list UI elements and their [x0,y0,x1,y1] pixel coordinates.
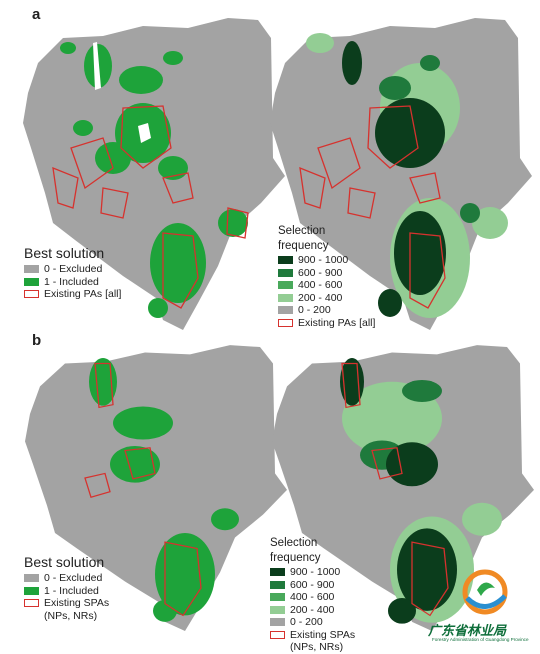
legend-item: 0 - Excluded [24,572,109,585]
legend-item: 400 - 600 [278,279,375,292]
legend-color-swatch [270,580,285,589]
legend-item-label: Existing SPAs [44,597,110,610]
legend-color-swatch [24,574,39,583]
legend-item-label: 200 - 400 [298,291,343,304]
legend-item: 0 - 200 [270,616,355,629]
legend-color-swatch [270,568,285,577]
legend-item-label: 600 - 900 [298,266,343,279]
legend-outline-swatch [270,630,285,639]
legend-outline-swatch [24,599,39,608]
legend-item: 0 - Excluded [24,263,121,276]
legend-title-line1: Selection [278,225,326,237]
legend-item: 600 - 900 [278,267,375,280]
legend-color-swatch [278,256,293,265]
legend-color-swatch [270,618,285,627]
legend-color-swatch [24,586,39,595]
legend-item-label: Existing SPAs [290,628,356,641]
legend-best-solution-b: Best solution 0 - Excluded 1 - Included Ex… [24,555,109,622]
legend-item-label: 1 - Included [44,275,99,288]
legend-item-label: (NPs, NRs) [44,609,98,622]
legend-color-swatch [24,265,39,274]
legend-color-swatch [278,306,293,315]
legend-outline-swatch [278,318,293,327]
best-solution-map-a [23,18,285,330]
legend-item: Existing SPAs [270,629,355,642]
legend-item: 400 - 600 [270,591,355,604]
best-solution-map-b [25,345,287,631]
legend-item: 0 - 200 [278,304,375,317]
legend-selection-frequency-b: Selection frequency 900 - 1000 600 - 900 4… [270,537,355,654]
legend-item-label: 0 - 200 [290,616,323,629]
legend-best-solution-a: Best solution 0 - Excluded 1 - Included Ex… [24,246,121,301]
legend-item: Existing SPAs [24,597,109,610]
legend-item: 200 - 400 [278,292,375,305]
legend-item-label: 400 - 600 [298,279,343,292]
legend-item-label: 0 - 200 [298,304,331,317]
legend-item-label: 900 - 1000 [290,566,341,579]
watermark-subtitle: Forestry Administration of Guangdong Pro… [432,637,529,642]
legend-item-label: 0 - Excluded [44,263,103,276]
legend-outline-swatch [24,290,39,299]
legend-item: Existing PAs [all] [278,317,375,330]
legend-item: 200 - 400 [270,604,355,617]
forestry-administration-logo [462,569,508,615]
legend-color-swatch [270,605,285,614]
panel-label-a: a [32,6,41,23]
legend-item: 1 - Included [24,585,109,598]
legend-item-label: 400 - 600 [290,591,335,604]
legend-item-label: Existing PAs [all] [298,316,376,329]
legend-color-swatch [278,293,293,302]
legend-color-swatch [278,268,293,277]
legend-title-line1: Selection [270,537,318,549]
panel-label-b: b [32,332,42,349]
legend-item-label: 200 - 400 [290,603,335,616]
legend-items: 0 - Excluded 1 - Included Existing SPAs (NP… [24,572,109,622]
legend-items: 0 - Excluded 1 - Included Existing PAs [al… [24,263,121,301]
watermark-name: 广东省林业局 [428,624,507,639]
selection-frequency-map-a [270,18,532,330]
legend-item: 900 - 1000 [278,254,375,267]
legend-item-label: 600 - 900 [290,578,335,591]
legend-title-line2: frequency [270,551,321,564]
legend-item: 600 - 900 [270,579,355,592]
legend-title-line2: frequency [278,239,329,252]
selection-frequency-map-b [272,345,534,631]
legend-item: (NPs, NRs) [270,641,355,654]
legend-color-swatch [24,277,39,286]
legend-item-label: 0 - Excluded [44,572,103,585]
legend-title: Best solution [24,554,105,570]
legend-items: 900 - 1000 600 - 900 400 - 600 200 - 400 0 -… [270,566,355,654]
legend-color-swatch [270,593,285,602]
legend-selection-frequency-a: Selection frequency 900 - 1000 600 - 900 4… [278,225,375,329]
legend-item: Existing PAs [all] [24,288,121,301]
legend-color-swatch [278,281,293,290]
legend-item-label: (NPs, NRs) [290,641,344,654]
legend-item-label: 1 - Included [44,584,99,597]
legend-item-label: Existing PAs [all] [44,288,122,301]
legend-item: 900 - 1000 [270,566,355,579]
legend-item-label: 900 - 1000 [298,254,349,267]
legend-items: 900 - 1000 600 - 900 400 - 600 200 - 400 0 -… [278,254,375,329]
legend-item: 1 - Included [24,276,121,289]
legend-title: Best solution [24,245,105,261]
legend-item: (NPs, NRs) [24,610,109,623]
